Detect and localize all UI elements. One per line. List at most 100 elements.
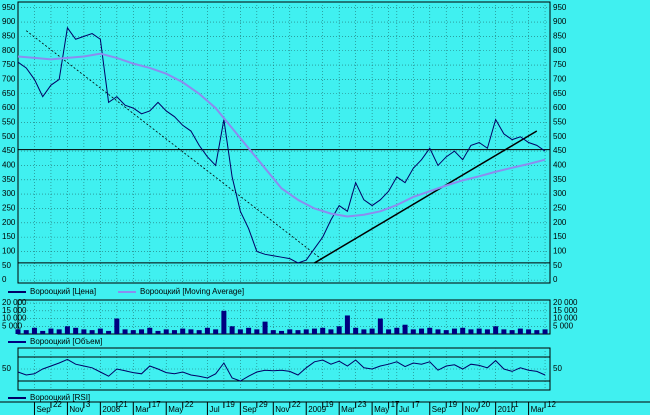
- legend-label: Ворооцкий [Цена]: [30, 287, 96, 296]
- volume-bar: [526, 329, 532, 334]
- volume-bar: [377, 318, 383, 334]
- x-tick-label: Nov: [69, 405, 83, 414]
- y-tick-label: 15 000: [2, 306, 27, 315]
- y-tick-label: 400: [2, 161, 16, 170]
- volume-bar: [23, 330, 29, 334]
- x-tick-label: Mar: [135, 405, 149, 414]
- volume-bar: [427, 327, 433, 334]
- y-tick-label: 50: [2, 364, 11, 373]
- volume-bar: [460, 327, 466, 334]
- y-tick-label: 300: [2, 189, 16, 198]
- volume-bar: [40, 330, 46, 334]
- volume-bar: [320, 327, 326, 334]
- volume-bar: [501, 329, 507, 334]
- x-day-label: 20: [481, 400, 490, 409]
- y-tick-label-right: 400: [553, 161, 567, 170]
- volume-bar: [303, 329, 309, 334]
- y-tick-label-right: 50: [553, 261, 562, 270]
- x-day-label: 12: [547, 400, 556, 409]
- volume-bar: [402, 324, 408, 334]
- y-tick-label: 200: [2, 218, 16, 227]
- series-line: [17, 358, 546, 382]
- x-day-label: 7: [415, 400, 420, 409]
- x-day-label: 21: [119, 400, 128, 409]
- x-tick-label: Sep: [242, 405, 257, 414]
- volume-bar: [534, 330, 540, 334]
- volume-bar: [361, 329, 367, 334]
- volume-bar: [246, 327, 252, 334]
- x-tick-label: Mar: [341, 405, 355, 414]
- volume-bar: [443, 330, 449, 334]
- volume-bar: [509, 330, 515, 334]
- y-tick-label: 550: [2, 118, 16, 127]
- volume-bar: [73, 327, 79, 334]
- volume-bar: [122, 329, 128, 334]
- volume-bar: [130, 330, 136, 334]
- volume-bar: [56, 329, 62, 334]
- volume-bar: [139, 329, 145, 334]
- y-tick-label: 750: [2, 60, 16, 69]
- volume-bar: [262, 321, 268, 334]
- x-day-label: 29: [259, 400, 268, 409]
- volume-bar: [419, 328, 425, 334]
- x-tick-label: Nov: [465, 405, 479, 414]
- legend-label: Ворооцкий [Moving Average]: [140, 287, 244, 296]
- y-tick-label: 10 000: [2, 314, 27, 323]
- volume-bar: [97, 328, 103, 334]
- volume-bar: [229, 326, 235, 334]
- volume-bar: [237, 329, 243, 334]
- volume-bar: [344, 315, 350, 334]
- y-tick-label: 250: [2, 204, 16, 213]
- volume-bar: [15, 329, 21, 334]
- y-tick-label: 500: [2, 132, 16, 141]
- y-tick-label-right: 900: [553, 17, 567, 26]
- volume-bar: [155, 330, 161, 334]
- volume-bar: [542, 329, 548, 334]
- y-tick-label-right: 150: [553, 232, 567, 241]
- x-tick-label: Mar: [531, 405, 545, 414]
- volume-bar: [64, 326, 70, 334]
- volume-bar: [369, 328, 375, 334]
- y-tick-label: 50: [2, 261, 11, 270]
- volume-bar: [188, 329, 194, 334]
- x-day-label: 22: [53, 400, 62, 409]
- volume-bar: [328, 329, 334, 334]
- y-tick-label-right: 250: [553, 204, 567, 213]
- volume-bar: [81, 329, 87, 334]
- legend-label: Ворооцкий [Объем]: [30, 337, 102, 346]
- y-tick-label-right: 750: [553, 60, 567, 69]
- y-tick-label-right: 300: [553, 189, 567, 198]
- y-tick-label-right: 15 000: [553, 306, 578, 315]
- volume-bar: [336, 326, 342, 334]
- y-tick-label: 5 000: [2, 321, 23, 330]
- y-tick-label-right: 450: [553, 146, 567, 155]
- volume-bar: [287, 329, 293, 334]
- y-tick-label-right: 0: [553, 275, 558, 284]
- x-tick-label: Nov: [275, 405, 289, 414]
- volume-bar: [451, 328, 457, 334]
- y-tick-label-right: 650: [553, 89, 567, 98]
- x-day-label: 19: [325, 400, 334, 409]
- volume-bar: [270, 330, 276, 334]
- volume-bar: [180, 328, 186, 334]
- x-tick-label: Sep: [432, 405, 447, 414]
- x-tick-label: 2008: [102, 405, 120, 414]
- y-tick-label-right: 200: [553, 218, 567, 227]
- y-tick-label-right: 50: [553, 364, 562, 373]
- volume-bar: [196, 330, 202, 334]
- series-line: [17, 26, 546, 264]
- y-tick-label-right: 950: [553, 3, 567, 12]
- volume-bar: [48, 328, 54, 334]
- volume-bar: [394, 327, 400, 334]
- volume-bar: [31, 327, 37, 334]
- volume-bar: [410, 329, 416, 334]
- y-tick-label-right: 500: [553, 132, 567, 141]
- volume-bar: [204, 327, 210, 334]
- y-tick-label-right: 700: [553, 75, 567, 84]
- y-tick-label-right: 600: [553, 103, 567, 112]
- volume-bar: [213, 329, 219, 334]
- y-tick-label-right: 800: [553, 46, 567, 55]
- volume-bar: [114, 318, 120, 334]
